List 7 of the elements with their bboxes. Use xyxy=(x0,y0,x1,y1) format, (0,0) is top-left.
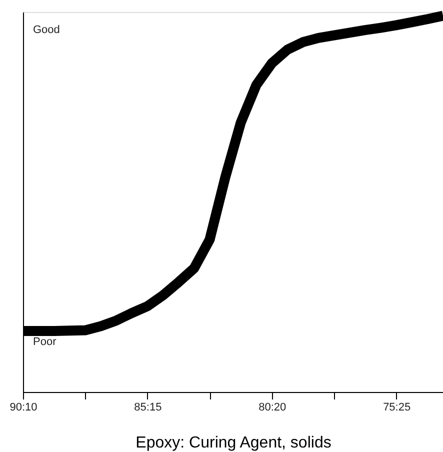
x-tick-label: 80:20 xyxy=(258,402,286,414)
annotation: Good xyxy=(33,24,60,36)
x-tick-label: 85:15 xyxy=(134,402,162,414)
annotation: Poor xyxy=(33,336,57,348)
x-tick-label: 75:25 xyxy=(383,402,411,414)
x-axis-title: Epoxy: Curing Agent, solids xyxy=(136,434,332,452)
x-tick-label: 90:10 xyxy=(10,402,38,414)
